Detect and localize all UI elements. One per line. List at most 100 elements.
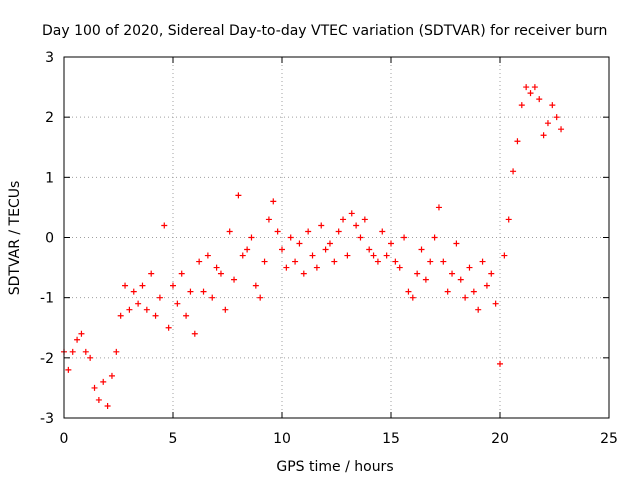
data-point [414, 270, 421, 277]
data-point [479, 258, 486, 265]
data-point [226, 228, 233, 235]
data-point [161, 222, 168, 229]
data-point [366, 246, 373, 253]
data-point [191, 330, 198, 337]
data-point [74, 336, 81, 343]
data-point [322, 246, 329, 253]
data-point [374, 258, 381, 265]
y-tick-label: -1 [40, 291, 54, 307]
data-point [231, 276, 238, 283]
data-point [100, 378, 107, 385]
data-point [69, 348, 76, 355]
data-point [135, 300, 142, 307]
x-tick-label: 15 [382, 431, 400, 447]
data-point [270, 198, 277, 205]
data-point [82, 348, 89, 355]
data-point [279, 246, 285, 253]
data-point [531, 84, 538, 91]
data-point [91, 384, 98, 391]
data-point [122, 282, 129, 289]
data-point [392, 258, 399, 265]
data-point [348, 210, 355, 217]
data-point [148, 270, 155, 277]
y-tick-labels: -3 -2 -1 0 1 2 3 [40, 50, 54, 427]
data-point [174, 300, 181, 307]
data-point [292, 258, 299, 265]
y-tick-label: 0 [45, 231, 54, 247]
data-point [239, 252, 246, 259]
data-point [427, 258, 434, 265]
data-point [340, 216, 347, 223]
x-tick-label: 0 [60, 431, 69, 447]
y-tick-label: 1 [45, 170, 54, 186]
data-point [418, 246, 425, 253]
data-point [244, 246, 251, 253]
plot-frame [63, 56, 610, 419]
data-point [283, 264, 290, 271]
data-point [113, 348, 120, 355]
data-point [331, 258, 338, 265]
data-point [65, 366, 72, 373]
data-point [514, 138, 521, 145]
y-tick-label: -3 [40, 411, 54, 427]
data-point [497, 360, 503, 367]
data-point [449, 270, 456, 277]
data-point [492, 300, 499, 307]
data-point [248, 234, 255, 241]
x-tick-labels: 0 5 10 15 20 25 [60, 431, 618, 447]
data-point [335, 228, 342, 235]
data-point [78, 330, 85, 337]
data-point [544, 120, 551, 127]
data-point [518, 102, 525, 109]
data-point [235, 192, 242, 199]
data-point [139, 282, 146, 289]
data-point [213, 264, 220, 271]
data-point [483, 282, 490, 289]
data-point [475, 306, 482, 313]
x-axis-label: GPS time / hours [276, 459, 393, 475]
data-point [261, 258, 268, 265]
data-point [252, 282, 259, 289]
data-point [353, 222, 360, 229]
data-point [379, 228, 386, 235]
data-point [143, 306, 150, 313]
data-point [287, 234, 294, 241]
data-point [309, 252, 316, 259]
data-point [217, 270, 224, 277]
data-point [457, 276, 464, 283]
data-point [265, 216, 272, 223]
data-point [440, 258, 447, 265]
x-tick-label: 10 [273, 431, 291, 447]
data-point [300, 270, 307, 277]
data-point [444, 288, 451, 295]
data-point [549, 102, 556, 109]
data-point [296, 240, 303, 247]
x-tick-label: 25 [600, 431, 618, 447]
data-point [470, 288, 477, 295]
data-point [257, 294, 264, 301]
data-point [170, 282, 176, 289]
data-point [466, 264, 473, 271]
data-point [274, 228, 281, 235]
data-point [183, 312, 190, 319]
data-point [117, 312, 124, 319]
data-point [536, 96, 543, 103]
data-point [505, 216, 512, 223]
data-point [501, 252, 508, 259]
data-point [209, 294, 216, 301]
data-point [126, 306, 133, 313]
data-point [357, 234, 364, 241]
y-tick-label: -2 [40, 351, 54, 367]
data-point [344, 252, 351, 259]
y-tick-label: 2 [45, 110, 54, 126]
data-point [396, 264, 403, 271]
data-point [488, 270, 495, 277]
data-point [326, 240, 333, 247]
data-point [156, 294, 163, 301]
data-points [61, 84, 565, 409]
data-point [165, 324, 172, 331]
data-point [527, 90, 534, 97]
data-point [187, 288, 194, 295]
data-point [405, 288, 412, 295]
